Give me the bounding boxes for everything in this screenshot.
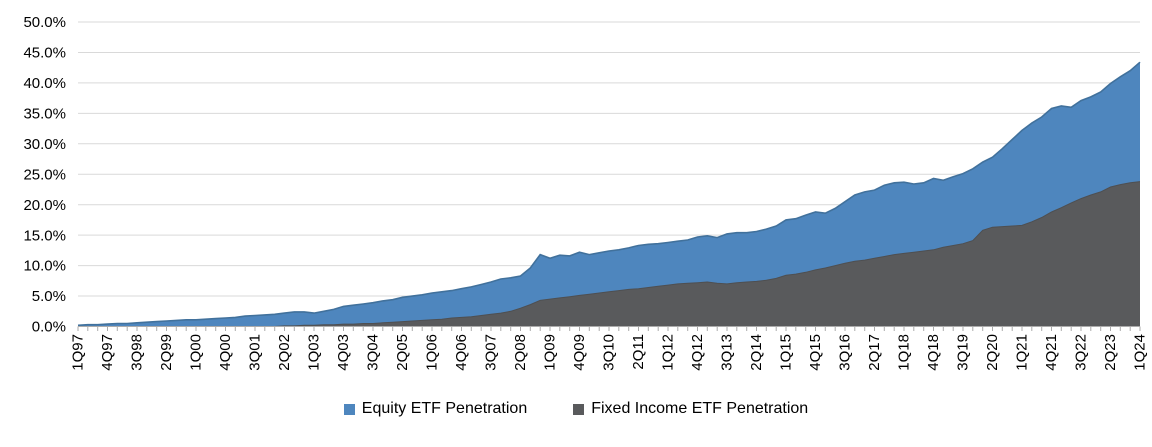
y-tick-label: 0.0% xyxy=(32,319,66,336)
fixed-income-area xyxy=(78,181,1140,327)
y-tick-label: 5.0% xyxy=(32,288,66,305)
x-tick-label: 1Q97 xyxy=(70,334,87,371)
x-tick-label: 2Q02 xyxy=(276,334,293,371)
x-tick-label: 2Q17 xyxy=(866,334,883,371)
x-tick-label: 4Q15 xyxy=(807,334,824,371)
x-tick-label: 3Q13 xyxy=(719,334,736,371)
x-tick-label: 4Q03 xyxy=(335,334,352,371)
x-tick-label: 4Q97 xyxy=(99,334,116,371)
x-tick-label: 3Q19 xyxy=(955,334,972,371)
x-tick-label: 4Q21 xyxy=(1043,334,1060,371)
y-tick-label: 40.0% xyxy=(23,75,66,92)
y-tick-label: 15.0% xyxy=(23,227,66,244)
chart-plot-area: 1Q97 4Q97 3Q98 2Q99 1Q00 4Q00 3Q01 2Q02 1Q03 4Q03… xyxy=(23,14,1149,371)
y-tick-label: 20.0% xyxy=(23,197,66,214)
x-tick-label: 4Q18 xyxy=(925,334,942,371)
equity-legend-swatch xyxy=(343,403,355,415)
x-tick-label: 2Q14 xyxy=(748,334,765,371)
x-tick-label: 3Q04 xyxy=(365,334,382,371)
fixed-income-legend-label: Fixed Income ETF Penetration xyxy=(591,400,809,417)
y-tick-label: 50.0% xyxy=(23,14,66,31)
x-tick-label: 2Q99 xyxy=(158,334,175,371)
x-tick-label: 1Q06 xyxy=(424,334,441,371)
x-tick-label: 3Q10 xyxy=(601,334,618,371)
y-tick-label: 25.0% xyxy=(23,166,66,183)
x-tick-label: 1Q03 xyxy=(306,334,323,371)
x-tick-label: 4Q00 xyxy=(217,334,234,371)
fixed-income-legend-swatch xyxy=(573,403,585,415)
x-tick-label: 3Q98 xyxy=(129,334,146,371)
x-tick-label: 4Q12 xyxy=(689,334,706,371)
x-tick-label: 3Q01 xyxy=(247,334,264,371)
x-tick-label: 2Q08 xyxy=(512,334,529,371)
y-tick-label: 35.0% xyxy=(23,105,66,122)
chart-legend: Equity ETF Penetration Fixed Income ETF … xyxy=(0,399,1152,419)
legend-item-equity: Equity ETF Penetration xyxy=(343,399,528,419)
x-axis xyxy=(77,326,1141,331)
y-tick-label: 30.0% xyxy=(23,136,66,153)
x-tick-label: 1Q00 xyxy=(188,334,205,371)
y-axis-labels: 0.0% 5.0% 10.0% 15.0% 20.0% 25.0% 30.0% 35.0% 40… xyxy=(23,14,66,336)
x-tick-label: 2Q20 xyxy=(984,334,1001,371)
x-tick-label: 3Q07 xyxy=(483,334,500,371)
legend-item-fixed-income: Fixed Income ETF Penetration xyxy=(573,399,808,419)
x-tick-label: 1Q21 xyxy=(1014,334,1031,371)
y-tick-label: 45.0% xyxy=(23,45,66,62)
x-tick-label: 2Q11 xyxy=(630,334,647,370)
gridlines xyxy=(78,21,1140,297)
x-tick-label: 3Q16 xyxy=(837,334,854,371)
y-tick-label: 10.0% xyxy=(23,258,66,275)
x-tick-label: 1Q24 xyxy=(1132,334,1149,371)
x-tick-label: 2Q05 xyxy=(394,334,411,371)
x-tick-label: 4Q09 xyxy=(571,334,588,371)
equity-legend-label: Equity ETF Penetration xyxy=(361,400,528,417)
x-tick-label: 1Q12 xyxy=(660,334,677,371)
x-tick-label: 1Q18 xyxy=(896,334,913,371)
equity-area-edge xyxy=(77,61,1141,327)
x-tick-label: 3Q22 xyxy=(1073,334,1090,371)
x-axis-labels: 1Q97 4Q97 3Q98 2Q99 1Q00 4Q00 3Q01 2Q02 1Q03 4Q03… xyxy=(70,334,1149,371)
x-tick-label: 2Q23 xyxy=(1102,334,1119,371)
x-tick-label: 4Q06 xyxy=(453,334,470,371)
x-tick-label: 1Q15 xyxy=(778,334,795,371)
x-tick-label: 1Q09 xyxy=(542,334,559,371)
